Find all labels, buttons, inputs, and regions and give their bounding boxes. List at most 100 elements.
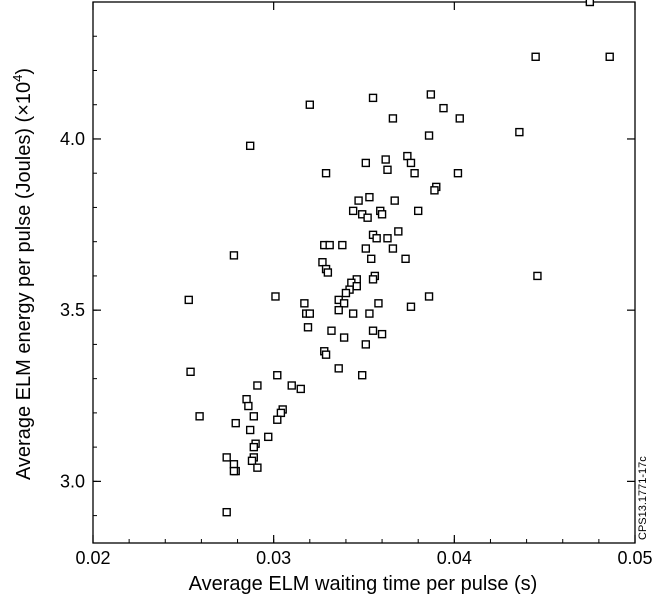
data-point <box>357 371 367 380</box>
data-point <box>245 425 255 435</box>
data-point <box>368 275 378 284</box>
data-point <box>300 299 309 308</box>
data-point <box>339 333 349 342</box>
y-axis-label-end: ) <box>13 68 35 75</box>
data-point <box>374 299 383 308</box>
data-point <box>388 244 398 253</box>
data-point <box>348 206 358 216</box>
data-point <box>249 442 258 452</box>
plot-border <box>92 1 636 544</box>
data-point <box>323 268 333 277</box>
data-point <box>321 350 331 359</box>
y-axis-label: Average ELM energy per pulse (Joules) (×… <box>10 68 35 480</box>
data-point <box>352 281 361 291</box>
data-point <box>605 52 614 61</box>
data-point <box>229 466 239 476</box>
y-tick-label: 3.0 <box>60 471 85 491</box>
data-point <box>377 210 387 219</box>
data-point <box>321 169 331 178</box>
y-axis-label-exponent: 4 <box>10 75 25 82</box>
data-point <box>339 299 349 308</box>
data-point <box>439 103 448 113</box>
x-tick-label: 0.03 <box>256 548 291 568</box>
data-point <box>273 371 282 380</box>
data-point <box>249 412 258 421</box>
data-point <box>361 340 371 349</box>
data-point <box>426 90 436 99</box>
data-point <box>455 114 464 123</box>
data-point <box>381 155 390 164</box>
data-point <box>406 302 416 311</box>
data-point <box>406 158 416 168</box>
data-point <box>341 288 351 298</box>
data-point <box>585 0 595 7</box>
data-point <box>403 151 412 161</box>
data-point <box>253 463 262 472</box>
data-points <box>184 0 614 517</box>
x-axis-ticks: 0.02 0.03 0.04 0.05 <box>75 2 653 568</box>
data-point <box>222 453 231 462</box>
y-axis-label-main: Average ELM energy per pulse (Joules) (×… <box>13 82 35 480</box>
data-point <box>515 127 524 137</box>
data-point <box>303 323 313 332</box>
data-point <box>273 415 282 424</box>
y-tick-label: 3.5 <box>60 300 85 320</box>
data-point <box>334 364 343 373</box>
data-point <box>229 251 239 260</box>
data-point <box>253 381 262 390</box>
figure-code: CPS13.1771-17c <box>637 456 649 540</box>
data-point <box>231 418 240 428</box>
y-tick-label: 4.0 <box>60 129 85 149</box>
data-point <box>365 309 374 318</box>
data-point <box>368 326 378 335</box>
data-point <box>242 394 251 404</box>
data-point <box>334 305 343 315</box>
data-point <box>184 295 193 305</box>
data-point <box>401 254 410 264</box>
data-point <box>424 292 434 301</box>
x-axis-label: Average ELM waiting time per pulse (s) <box>189 573 538 595</box>
data-point <box>186 367 195 376</box>
x-tick-label: 0.04 <box>437 548 472 568</box>
x-tick-label: 0.05 <box>617 548 652 568</box>
data-point <box>195 412 204 421</box>
data-point <box>388 114 398 123</box>
data-point <box>410 169 419 178</box>
data-point <box>367 254 376 264</box>
data-point <box>533 271 542 281</box>
data-point <box>361 158 371 168</box>
data-point <box>383 234 392 243</box>
data-point <box>222 507 231 517</box>
data-point <box>305 100 314 109</box>
data-point <box>372 234 381 243</box>
data-point <box>276 408 286 418</box>
data-point <box>244 401 253 411</box>
data-point <box>394 227 403 236</box>
data-point <box>305 309 314 318</box>
data-point <box>377 329 387 339</box>
data-point <box>318 258 327 267</box>
data-point <box>383 165 392 174</box>
data-point <box>531 52 540 61</box>
data-point <box>414 206 423 216</box>
data-point <box>363 213 372 222</box>
data-point <box>338 240 347 250</box>
data-point <box>368 93 378 103</box>
data-point <box>354 196 363 205</box>
data-point <box>229 460 239 469</box>
data-point <box>271 292 280 301</box>
data-point <box>348 309 358 318</box>
data-point <box>247 456 257 466</box>
data-point <box>361 244 371 253</box>
data-point <box>424 131 434 140</box>
data-point <box>287 381 296 390</box>
data-point <box>453 169 463 178</box>
data-point <box>430 186 439 195</box>
x-tick-label: 0.02 <box>75 548 110 568</box>
data-point <box>245 141 255 151</box>
data-point <box>264 432 273 442</box>
data-point <box>325 240 334 250</box>
data-point <box>296 384 305 394</box>
data-point <box>390 196 399 205</box>
y-axis-ticks: 3.0 3.5 4.0 <box>60 1 635 517</box>
